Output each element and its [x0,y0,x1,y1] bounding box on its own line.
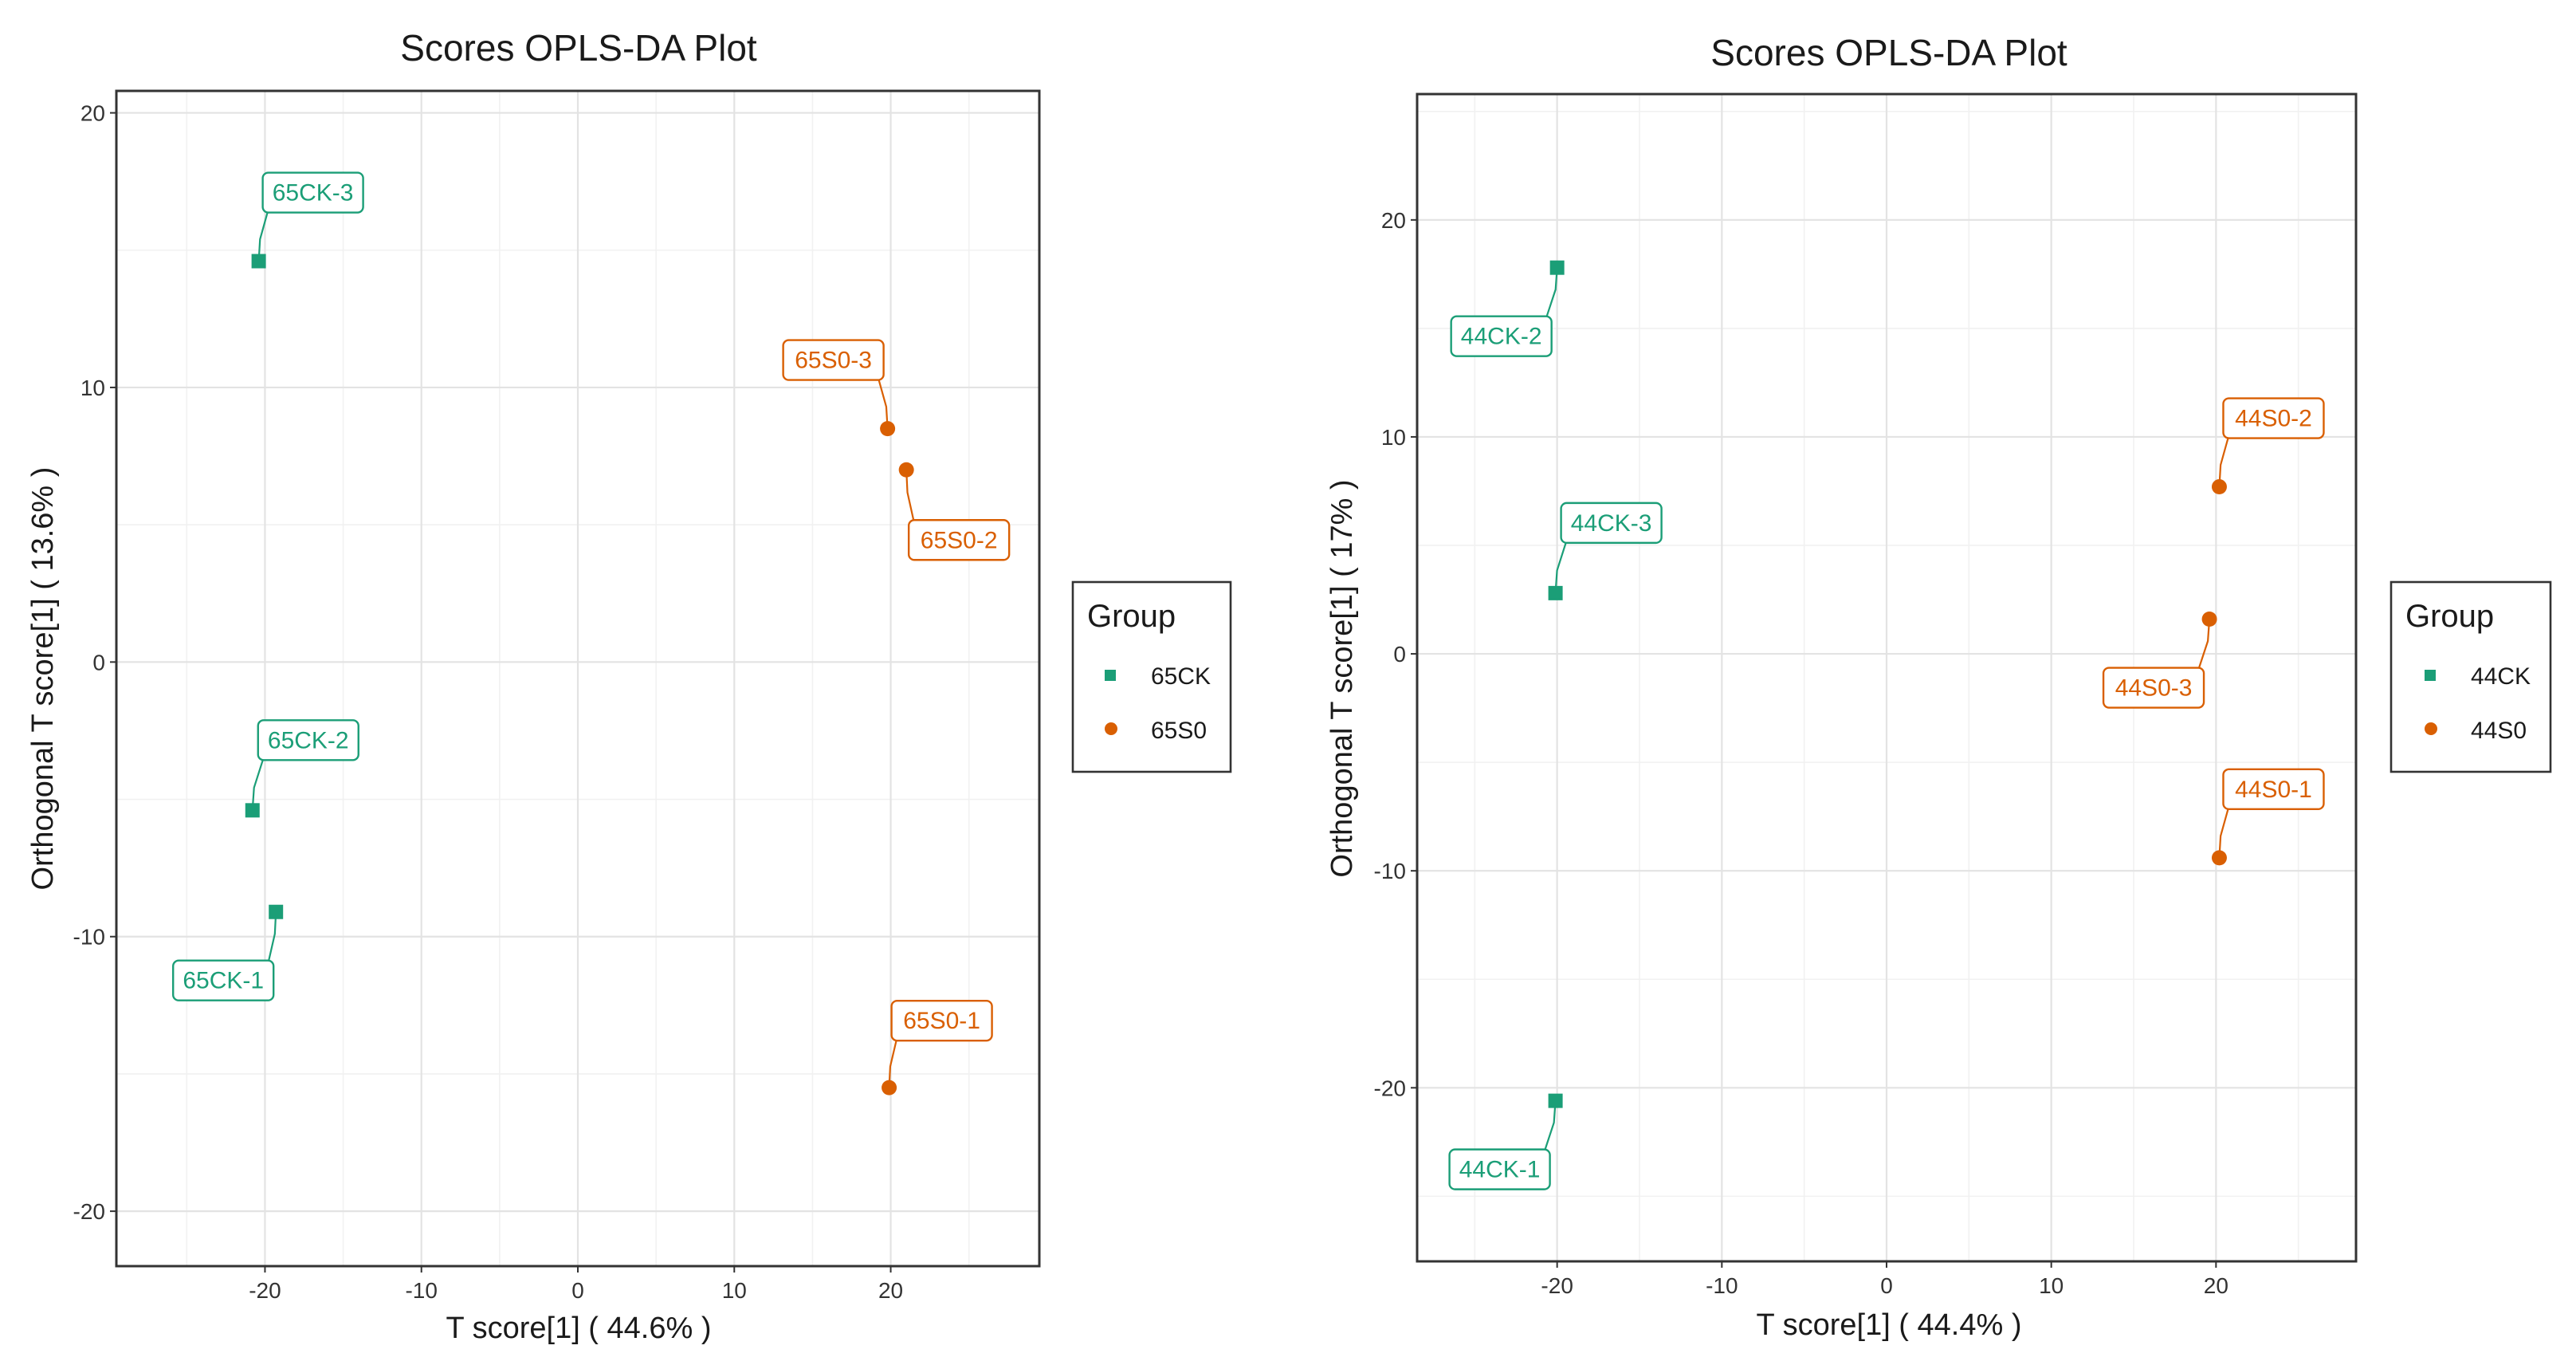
legend-swatch-square [1105,670,1116,681]
x-tick-label: 0 [571,1278,584,1303]
legend: Group 44CK 44S0 [2389,580,2552,773]
point-label: 65S0-1 [903,1008,980,1034]
plot-title: Scores OPLS-DA Plot [400,27,757,69]
point-label-box [257,719,359,761]
y-tick-label: -10 [73,925,105,950]
y-tick-label: -20 [1374,1076,1406,1100]
y-tick-label: 20 [80,101,105,126]
opls-da-plot-65: Scores OPLS-DA Plot -20 -10 0 10 20 -20 -10 0 10… [26,27,1232,1345]
point-label: 65S0-3 [795,348,872,374]
label-leader-line [257,212,269,262]
point-label-box [261,171,364,214]
point-label: 44S0-1 [2235,777,2312,803]
point-marker-circle [2211,479,2227,495]
point-label: 44CK-3 [1571,510,1652,537]
data-points [1548,260,2227,1108]
point-label-box [890,999,993,1042]
plot-frame [115,89,1041,1268]
legend-item-label: 65CK [1151,663,1211,690]
point-label-box [1448,1148,1551,1190]
legend-box [2389,580,2552,773]
x-axis-label: T score[1] ( 44.4% ) [1757,1308,2022,1342]
data-points [245,254,914,1096]
y-tick-label: 0 [92,650,105,675]
y-tick-label: 10 [1381,425,1406,450]
point-label-box [907,519,1011,561]
point-marker-square [245,803,260,818]
grid [116,91,1039,1266]
x-tick-label: -10 [405,1278,437,1303]
point-label-box [1560,502,1663,545]
plot-title: Scores OPLS-DA Plot [1710,32,2067,73]
y-tick-label: -10 [1374,859,1406,883]
point-marker-square [1549,260,1565,275]
x-tick-label: 20 [878,1278,903,1303]
x-tick-label: -10 [1706,1273,1738,1298]
axis-ticks: -20 -10 0 10 20 -20 -10 0 10 20 [73,101,904,1303]
label-leader-line [905,470,915,521]
point-marker-circle [898,462,914,478]
x-axis-label: T score[1] ( 44.6% ) [446,1312,712,1345]
opls-da-plot-44: Scores OPLS-DA Plot -20 -10 0 10 20 -20 -10 0 10… [1325,32,2552,1342]
point-marker-square [1548,1093,1563,1108]
legend-item-label: 44S0 [2471,718,2527,744]
legend-swatch-circle [2425,722,2437,735]
y-tick-label: 20 [1381,208,1406,233]
legend-box [1071,580,1232,773]
legend-item-label: 44CK [2471,663,2531,690]
label-leaders [1544,267,2229,1150]
point-label-box [2102,667,2205,709]
point-label: 44CK-1 [1459,1157,1541,1183]
x-tick-label: -20 [249,1278,281,1303]
legend: Group 65CK 65S0 [1071,580,1232,773]
point-labels: 44CK-1 44CK-2 44CK-3 44S0-1 44S0-2 44S0-3 [1448,315,2325,1190]
label-leader-line [251,759,264,811]
legend-title: Group [1087,599,1176,634]
point-marker-circle [2201,612,2217,627]
point-label-box [782,339,885,381]
point-label-box [171,959,275,1001]
label-leader-line [268,911,277,961]
point-marker-circle [880,421,896,437]
point-label-box [2222,397,2325,439]
x-tick-label: 0 [1880,1273,1893,1298]
label-leader-line [1554,542,1567,593]
y-tick-label: 0 [1393,642,1406,667]
plot-frame [1416,92,2358,1263]
point-marker-circle [2211,850,2227,866]
point-marker-square [1548,585,1563,600]
point-label-box [2222,768,2325,811]
point-label: 65S0-2 [921,527,998,553]
x-tick-label: -20 [1541,1273,1573,1298]
point-label: 44S0-3 [2115,675,2193,702]
grid [1417,94,2356,1261]
point-marker-circle [882,1080,897,1096]
legend-item-label: 65S0 [1151,718,1207,744]
x-tick-label: 10 [2039,1273,2064,1298]
point-label-box [1450,315,1553,357]
legend-title: Group [2405,599,2494,634]
label-leader-line [1544,1100,1557,1150]
y-tick-label: -20 [73,1199,105,1224]
axis-ticks: -20 -10 0 10 20 -20 -10 0 10 20 [1374,208,2228,1298]
label-leader-line [1545,267,1558,317]
point-labels: 65CK-1 65CK-2 65CK-3 65S0-1 65S0-2 65S0-3 [171,171,1011,1042]
y-tick-label: 10 [80,376,105,400]
point-label: 44S0-2 [2235,406,2312,432]
y-axis-label: Orthogonal T score[1] ( 13.6% ) [26,467,60,891]
point-label: 44CK-2 [1461,324,1542,350]
x-tick-label: 10 [722,1278,747,1303]
point-label: 65CK-2 [268,727,349,753]
y-axis-label: Orthogonal T score[1] ( 17% ) [1325,479,1359,877]
point-marker-square [251,254,266,269]
legend-swatch-circle [1105,722,1117,735]
legend-swatch-square [2425,670,2436,681]
point-label: 65CK-1 [183,968,264,994]
point-marker-square [269,904,284,919]
x-tick-label: 20 [2204,1273,2228,1298]
point-label: 65CK-3 [273,180,354,207]
